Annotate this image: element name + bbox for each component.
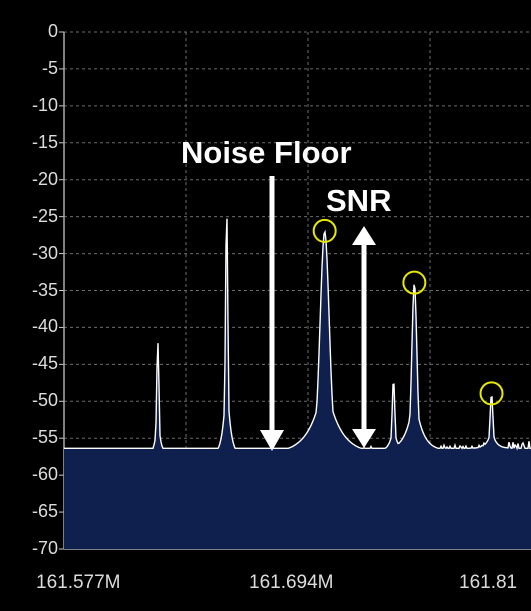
y-tick-label: -15 bbox=[31, 131, 58, 152]
snr-label: SNR bbox=[326, 183, 392, 218]
y-tick-label: -5 bbox=[41, 57, 58, 78]
y-tick-label: 0 bbox=[47, 21, 58, 41]
y-tick-label: -60 bbox=[31, 464, 58, 485]
y-tick-label: -35 bbox=[31, 279, 58, 300]
y-tick-label: -70 bbox=[31, 538, 58, 558]
annotation-arrows bbox=[260, 176, 376, 451]
snr-arrow-head-up bbox=[352, 226, 376, 245]
y-tick-label: -10 bbox=[31, 94, 58, 115]
y-tick-label: -50 bbox=[31, 390, 58, 411]
noise-floor-arrow-head bbox=[260, 430, 284, 451]
y-tick-label: -30 bbox=[31, 242, 58, 263]
y-tick-label: -20 bbox=[31, 168, 58, 189]
y-tick-label: -65 bbox=[31, 501, 58, 522]
y-tick-label: -25 bbox=[31, 205, 58, 226]
snr-arrow-head-down bbox=[352, 429, 376, 448]
peak-markers bbox=[312, 218, 504, 406]
peak-marker-circle bbox=[312, 218, 337, 243]
peak-marker-circle bbox=[402, 270, 427, 295]
x-tick-label: 161.577M bbox=[36, 572, 121, 593]
y-tick-label: -55 bbox=[31, 427, 58, 448]
y-tick-label: -45 bbox=[31, 353, 58, 374]
peak-marker-circle bbox=[479, 381, 504, 406]
y-tick-label: -40 bbox=[31, 316, 58, 337]
spectrum-trace bbox=[64, 218, 531, 451]
x-tick-label: 161.694M bbox=[249, 572, 334, 593]
x-tick-label: 161.81 bbox=[459, 572, 518, 593]
noise-floor-label: Noise Floor bbox=[181, 135, 352, 170]
spectrum-fill-area bbox=[64, 218, 531, 549]
